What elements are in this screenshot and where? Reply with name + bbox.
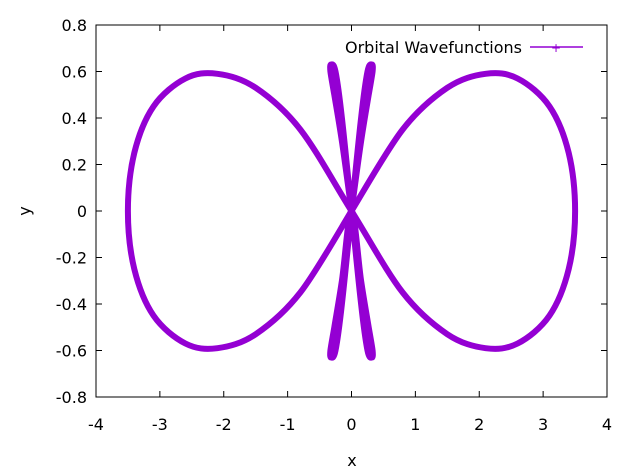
y-tick-label-4: 0 xyxy=(77,202,87,221)
x-tick-label-5: 1 xyxy=(410,415,420,434)
legend: Orbital Wavefunctions + xyxy=(345,38,583,57)
x-tick-label-1: -3 xyxy=(152,415,168,434)
y-tick-label-0: -0.8 xyxy=(56,388,87,407)
y-tick-label-6: 0.4 xyxy=(62,109,87,128)
x-tick-label-0: -4 xyxy=(88,415,104,434)
x-tick-label-2: -2 xyxy=(216,415,232,434)
x-tick-label-3: -1 xyxy=(280,415,296,434)
y-axis-title: y xyxy=(15,206,34,215)
y-tick-label-1: -0.6 xyxy=(56,342,87,361)
y-tick-label-3: -0.2 xyxy=(56,249,87,268)
y-tick-label-7: 0.6 xyxy=(62,63,87,82)
y-tick-label-5: 0.2 xyxy=(62,156,87,175)
x-axis-title: x xyxy=(347,451,356,470)
legend-marker: + xyxy=(551,41,561,55)
x-tick-label-6: 2 xyxy=(474,415,484,434)
plot-marks xyxy=(124,61,579,361)
legend-label: Orbital Wavefunctions xyxy=(345,38,522,57)
axis-ticks: -4 -3 -2 -1 0 1 2 3 4 -0.8 -0.6 -0.4 -0.2 0 0.2 0.4 0.6 0… xyxy=(56,16,612,434)
y-tick-label-2: -0.4 xyxy=(56,295,87,314)
x-tick-label-8: 4 xyxy=(602,415,612,434)
x-tick-label-4: 0 xyxy=(346,415,356,434)
y-tick-label-8: 0.8 xyxy=(62,16,87,35)
x-tick-label-7: 3 xyxy=(538,415,548,434)
series-0-curve-1-narrow-lobes xyxy=(327,61,376,361)
